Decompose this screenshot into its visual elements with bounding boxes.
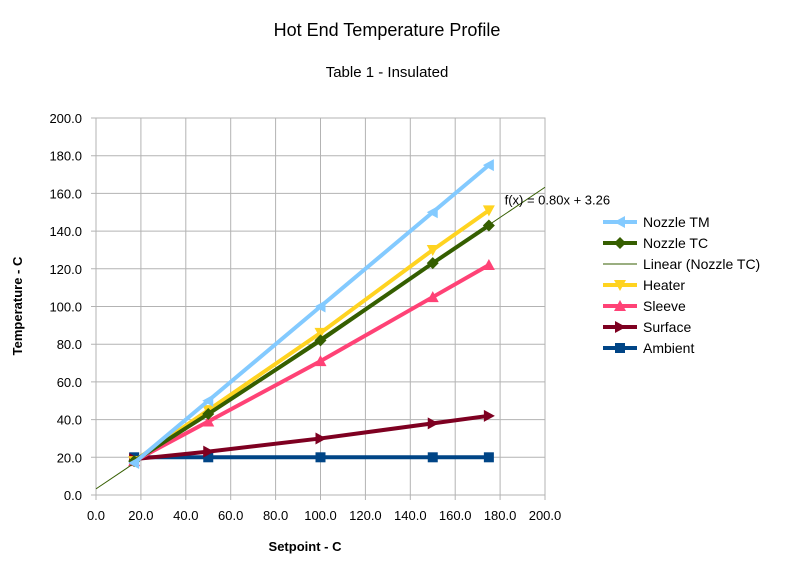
legend-label: Sleeve <box>643 298 686 314</box>
y-axis-label: Temperature - C <box>10 256 25 355</box>
legend-marker <box>614 216 625 228</box>
legend-marker <box>615 321 626 333</box>
data-point <box>426 244 439 256</box>
x-tick-label: 100.0 <box>304 508 337 523</box>
legend-label: Nozzle TM <box>643 214 710 230</box>
x-tick-label: 200.0 <box>529 508 562 523</box>
y-tick-label: 60.0 <box>57 375 82 390</box>
y-tick-label: 180.0 <box>49 149 82 164</box>
y-tick-label: 80.0 <box>57 337 82 352</box>
x-tick-label: 160.0 <box>439 508 472 523</box>
x-tick-label: 140.0 <box>394 508 427 523</box>
legend-item: Heater <box>603 277 685 293</box>
legend-marker <box>615 343 625 353</box>
series-nozzle-tm <box>128 159 494 469</box>
data-point <box>128 456 140 469</box>
trendline-equation: f(x) = 0.80x + 3.26 <box>505 192 611 207</box>
data-point <box>427 452 438 463</box>
data-point <box>482 259 495 271</box>
x-tick-label: 0.0 <box>87 508 105 523</box>
plot-frame <box>95 117 546 496</box>
legend: Nozzle TM Nozzle TC Linear (Nozzle TC) Heat… <box>603 214 760 356</box>
legend-item: Ambient <box>603 340 694 356</box>
legend-item: Nozzle TM <box>603 214 710 230</box>
x-axis-label: Setpoint - C <box>269 539 343 554</box>
legend-item: Surface <box>603 319 691 335</box>
legend-label: Heater <box>643 277 685 293</box>
data-point <box>314 355 327 367</box>
y-tick-label: 140.0 <box>49 224 82 239</box>
trendline <box>95 186 546 490</box>
x-tick-label: 180.0 <box>484 508 517 523</box>
series-group <box>95 159 546 490</box>
x-tick-label: 20.0 <box>128 508 153 523</box>
data-point <box>426 291 439 303</box>
legend-marker <box>614 237 626 249</box>
y-tick-label: 20.0 <box>57 450 82 465</box>
legend-label: Surface <box>643 319 691 335</box>
legend-marker <box>614 280 626 291</box>
series-sleeve <box>128 259 495 467</box>
data-point <box>314 327 327 339</box>
data-point <box>482 205 495 217</box>
x-tick-label: 60.0 <box>218 508 243 523</box>
y-tick-label: 200.0 <box>49 111 82 126</box>
data-point <box>203 452 214 463</box>
chart-title: Hot End Temperature Profile <box>274 20 501 40</box>
data-point <box>426 206 438 219</box>
series-line <box>133 263 490 463</box>
data-point <box>202 394 214 407</box>
data-point <box>203 445 215 458</box>
data-point <box>314 300 326 313</box>
y-tick-label: 100.0 <box>49 300 82 315</box>
legend-label: Nozzle TC <box>643 235 708 251</box>
data-point <box>483 409 495 422</box>
data-point <box>315 452 326 463</box>
legend-marker <box>614 300 626 311</box>
legend-item: Nozzle TC <box>603 235 708 251</box>
x-tick-label: 80.0 <box>263 508 288 523</box>
legend-item: Sleeve <box>603 298 686 314</box>
legend-item: Linear (Nozzle TC) <box>603 256 760 272</box>
tick-labels: 0.0 20.0 40.0 60.0 80.0 100.0 120.0 140.0 160.0 1… <box>49 111 561 523</box>
data-point <box>483 452 494 463</box>
y-tick-label: 40.0 <box>57 413 82 428</box>
legend-label: Ambient <box>643 340 694 356</box>
y-tick-label: 120.0 <box>49 262 82 277</box>
x-tick-label: 40.0 <box>173 508 198 523</box>
data-point <box>315 432 327 445</box>
legend-label: Linear (Nozzle TC) <box>643 256 760 272</box>
y-tick-label: 160.0 <box>49 186 82 201</box>
y-tick-label: 0.0 <box>64 488 82 503</box>
data-point <box>314 334 327 347</box>
data-point <box>427 417 439 430</box>
data-point <box>482 159 494 172</box>
data-point <box>202 415 215 427</box>
x-tick-label: 120.0 <box>349 508 382 523</box>
chart-subtitle: Table 1 - Insulated <box>326 64 449 81</box>
